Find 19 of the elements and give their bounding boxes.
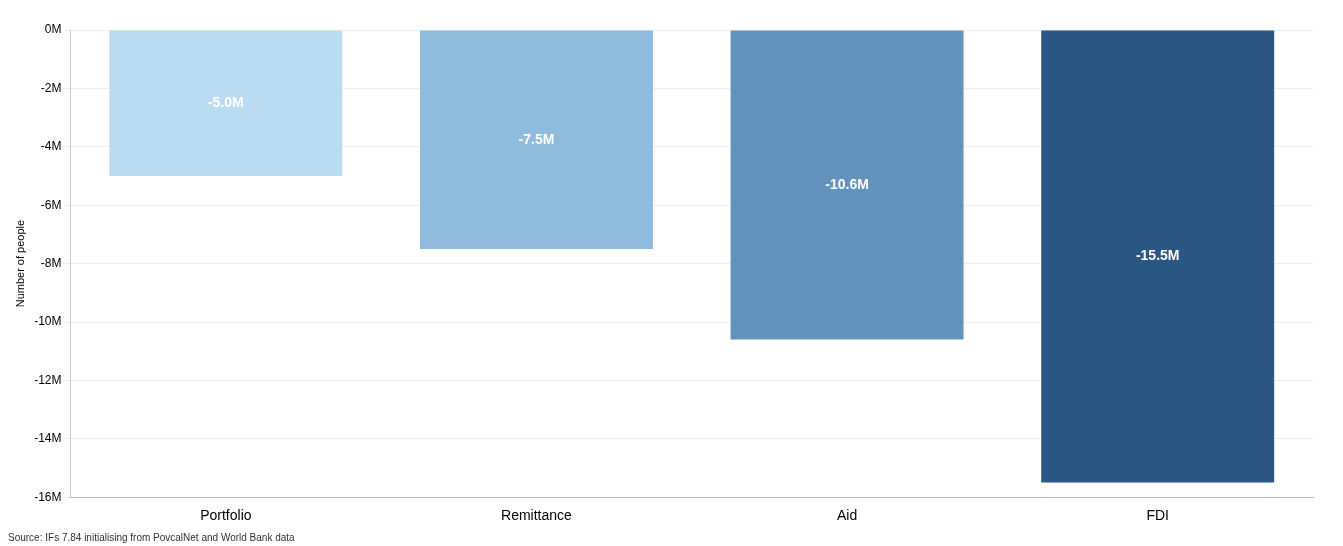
source-note: Source: IFs 7.84 initialising from PovcalNet and World Bank data xyxy=(8,532,295,543)
data-label: -10.6M xyxy=(825,175,869,192)
data-label: -15.5M xyxy=(1135,247,1180,264)
y-tick-label: -12M xyxy=(34,372,62,387)
x-tick-label: Portfolio xyxy=(200,507,252,524)
y-axis-title: Number of people xyxy=(13,219,26,308)
y-tick-label: -6M xyxy=(40,197,62,212)
y-tick-label: -10M xyxy=(34,314,62,329)
y-tick-label: -8M xyxy=(40,255,62,270)
x-tick-label: Remittance xyxy=(501,507,573,524)
x-tick-label: FDI xyxy=(1146,507,1169,524)
x-tick-label: Aid xyxy=(836,507,858,524)
y-tick-label: -14M xyxy=(34,431,62,446)
y-tick-label: 0M xyxy=(44,22,62,37)
y-tick-label: -16M xyxy=(34,489,62,504)
data-label: -5.0M xyxy=(207,94,244,111)
y-tick-label: -2M xyxy=(40,80,62,95)
data-label: -7.5M xyxy=(518,130,555,147)
y-tick-label: -4M xyxy=(40,139,62,154)
